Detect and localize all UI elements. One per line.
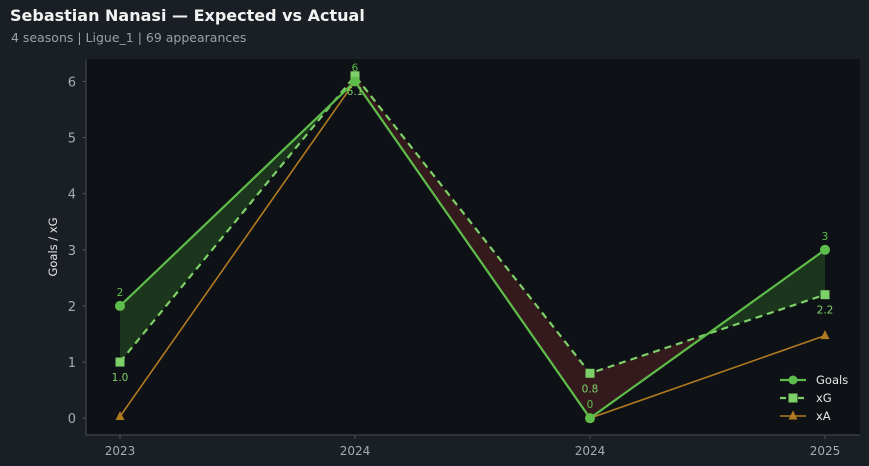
xa-point xyxy=(115,410,125,420)
goals-point xyxy=(350,76,360,87)
y-tick-label: 6 xyxy=(68,75,76,90)
goals-data-label: 3 xyxy=(822,231,829,243)
legend: Goals xG xA xyxy=(780,373,848,423)
y-tick-label: 0 xyxy=(68,412,76,427)
y-tick-label: 5 xyxy=(68,132,76,147)
x-tick-label: 2024 xyxy=(340,444,371,458)
y-tick-label: 3 xyxy=(68,244,76,259)
series-line-goals xyxy=(119,79,826,420)
y-axis-label: Goals / xG xyxy=(46,217,60,276)
xg-data-label: 6.1 xyxy=(347,86,364,98)
xg-data-label: 1.0 xyxy=(112,372,129,384)
y-tick-label: 1 xyxy=(68,356,76,371)
goals-data-label: 0 xyxy=(587,399,594,411)
xg-data-label: 0.8 xyxy=(582,383,599,395)
goals-point xyxy=(820,244,830,255)
xg-point xyxy=(350,71,360,81)
x-tick-label: 2024 xyxy=(575,444,606,458)
x-tick-label: 2025 xyxy=(810,444,841,458)
chart-title: Sebastian Nanasi — Expected vs Actual xyxy=(10,6,365,25)
legend-label-xg: xG xyxy=(816,391,832,405)
data-labels-group: 2 6 0 3 1.0 6.1 0.8 2.2 xyxy=(112,62,834,411)
xg-point xyxy=(585,368,595,378)
y-tick-label: 2 xyxy=(68,300,76,315)
legend-marker-xa xyxy=(788,410,798,420)
goals-data-label: 2 xyxy=(117,287,124,299)
goals-data-label: 6 xyxy=(352,62,359,74)
series-lines-group xyxy=(119,74,826,420)
y-tick-label: 4 xyxy=(68,188,76,203)
legend-marker-xg xyxy=(788,393,798,403)
x-tick-label: 2023 xyxy=(105,444,136,458)
xg-point xyxy=(820,290,830,300)
series-line-xg xyxy=(119,74,826,375)
legend-marker-goals xyxy=(788,375,798,385)
markers-group xyxy=(115,71,830,424)
goals-point xyxy=(585,413,595,424)
xa-point xyxy=(820,330,830,340)
legend-label-goals: Goals xyxy=(816,373,848,387)
xg-data-label: 2.2 xyxy=(817,305,834,317)
chart-subtitle: 4 seasons | Ligue_1 | 69 appearances xyxy=(11,30,247,45)
legend-label-xa: xA xyxy=(816,409,831,423)
goals-point xyxy=(115,300,125,311)
xg-point xyxy=(115,357,125,367)
axes-group: 0 1 2 3 4 5 6 2023 2024 2024 2025 Goals / xG xyxy=(46,59,860,458)
